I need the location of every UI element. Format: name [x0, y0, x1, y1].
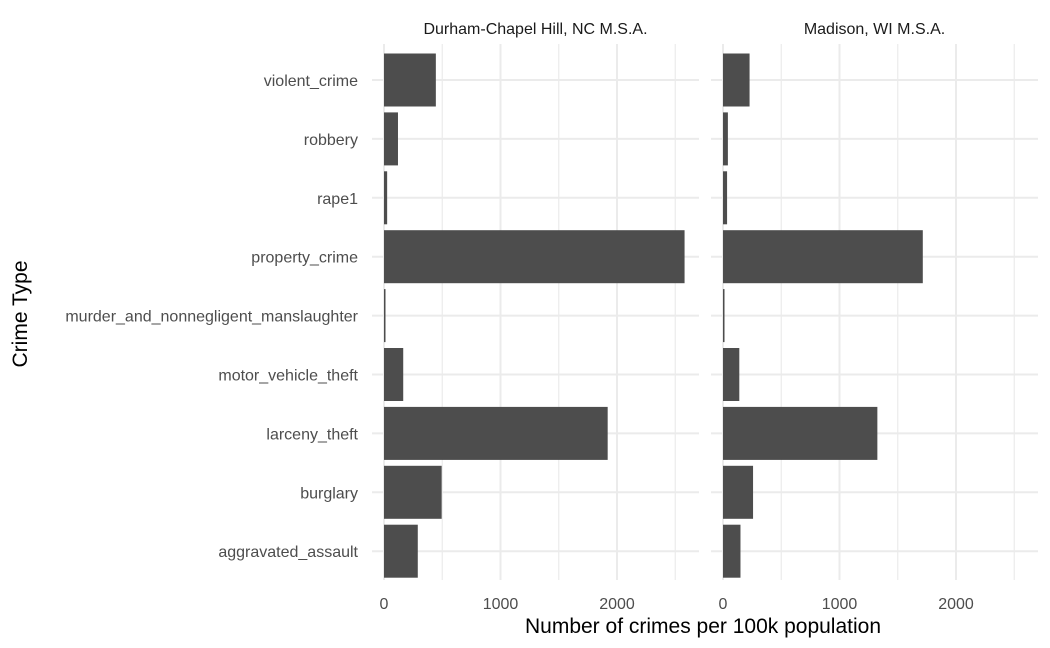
bar-robbery — [384, 112, 398, 166]
y-tick-label: violent_crime — [264, 73, 358, 90]
bar-murder_and_nonnegligent_manslaughter — [384, 289, 386, 343]
bar-rape1 — [723, 171, 728, 225]
gridlines — [372, 44, 1038, 580]
x-tick-label: 1000 — [483, 596, 519, 613]
bar-aggravated_assault — [384, 524, 418, 578]
bar-aggravated_assault — [723, 524, 741, 578]
y-tick-label: property_crime — [251, 250, 358, 267]
x-tick-label: 0 — [719, 596, 728, 613]
bar-burglary — [723, 465, 754, 519]
labels: Durham-Chapel Hill, NC M.S.A. 0 1000 2000 Ma… — [65, 21, 974, 613]
x-axis-title: Number of crimes per 100k population — [525, 615, 881, 638]
bar-murder_and_nonnegligent_manslaughter — [723, 289, 725, 343]
panel-title: Durham-Chapel Hill, NC M.S.A. — [423, 21, 647, 38]
bar-robbery — [723, 112, 728, 166]
y-tick-label: murder_and_nonnegligent_manslaughter — [65, 309, 358, 326]
bar-property_crime — [384, 230, 685, 284]
bar-larceny_theft — [723, 406, 878, 460]
y-tick-label: motor_vehicle_theft — [218, 368, 358, 385]
y-tick-label: larceny_theft — [266, 426, 358, 443]
bar-violent_crime — [723, 53, 750, 107]
bar-rape1 — [384, 171, 388, 225]
panel-title: Madison, WI M.S.A. — [804, 21, 945, 38]
y-tick-label: burglary — [300, 485, 358, 502]
bar-property_crime — [723, 230, 923, 284]
y-tick-label: aggravated_assault — [218, 544, 358, 561]
x-tick-label: 0 — [380, 596, 389, 613]
y-tick-label: rape1 — [317, 191, 358, 208]
bar-violent_crime — [384, 53, 436, 107]
x-tick-label: 2000 — [599, 596, 635, 613]
bar-larceny_theft — [384, 406, 608, 460]
bar-burglary — [384, 465, 442, 519]
y-tick-label: robbery — [304, 132, 358, 149]
x-tick-label: 1000 — [822, 596, 858, 613]
bar-motor_vehicle_theft — [723, 348, 740, 401]
bar-motor_vehicle_theft — [384, 348, 404, 401]
x-tick-label: 2000 — [938, 596, 974, 613]
y-axis-title: Crime Type — [9, 261, 32, 368]
bars — [384, 53, 923, 578]
